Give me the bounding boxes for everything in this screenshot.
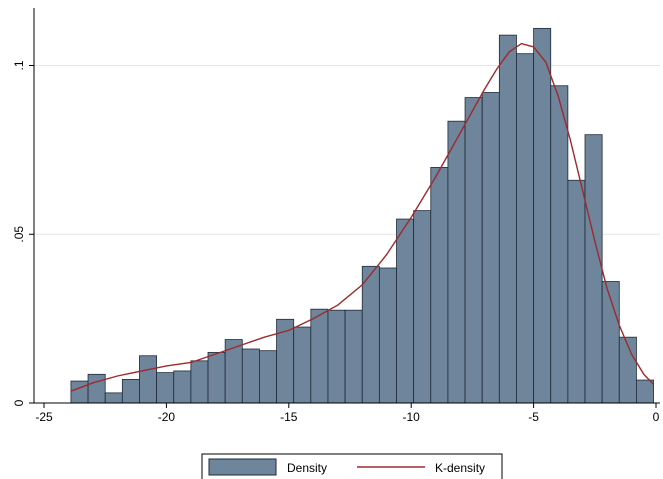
y-tick-label-0: 0 [12, 399, 26, 406]
density-bar-18 [378, 267, 397, 404]
density-bar-6 [173, 370, 192, 404]
density-bar-8 [207, 351, 226, 404]
x-tick-label-3: -10 [403, 410, 421, 424]
density-bar-1 [87, 373, 106, 404]
density-bar-20 [413, 210, 432, 404]
density-bar-23 [464, 97, 483, 404]
density-bar-10 [241, 348, 260, 404]
density-bar-26 [516, 53, 534, 404]
density-bar-30 [584, 134, 603, 404]
density-bar-11 [259, 350, 277, 404]
density-bar-4 [139, 355, 158, 404]
density-bar-7 [190, 360, 209, 404]
density-bars [70, 27, 654, 404]
x-tick-label-0: -25 [35, 410, 53, 424]
density-bar-2 [104, 392, 123, 404]
density-bar-15 [327, 309, 346, 404]
x-tick-label-1: -20 [158, 410, 176, 424]
density-bar-24 [481, 92, 500, 404]
density-bar-0 [70, 380, 89, 404]
density-bar-25 [498, 34, 517, 404]
x-tick-label-4: -5 [528, 410, 539, 424]
legend-density-swatch [208, 458, 277, 476]
k-density-line [70, 42, 655, 392]
y-tick-label-1: .05 [12, 226, 26, 243]
x-axis-ticks: -25 -20 -15 -10 -5 0 [35, 403, 660, 424]
legend: Density K-density [201, 453, 503, 479]
density-bar-13 [293, 326, 312, 404]
density-bar-33 [636, 379, 654, 404]
y-tick-label-2: .1 [12, 60, 26, 70]
density-bar-28 [550, 85, 569, 404]
x-tick-label-2: -15 [280, 410, 298, 424]
legend-density-label: Density [287, 461, 327, 475]
density-bar-19 [396, 218, 415, 404]
density-bar-5 [156, 372, 175, 404]
density-bar-29 [567, 179, 586, 404]
legend-k-density-label: K-density [435, 461, 485, 475]
density-bar-27 [533, 27, 552, 404]
density-bar-22 [447, 120, 466, 404]
y-axis-ticks: 0 .05 .1 [12, 60, 34, 406]
x-tick-label-5: 0 [653, 410, 660, 424]
density-bar-14 [310, 308, 329, 404]
density-bar-17 [361, 265, 380, 404]
density-bar-21 [430, 167, 449, 404]
density-bar-16 [344, 309, 363, 404]
density-bar-3 [121, 378, 140, 404]
axes [33, 8, 660, 404]
